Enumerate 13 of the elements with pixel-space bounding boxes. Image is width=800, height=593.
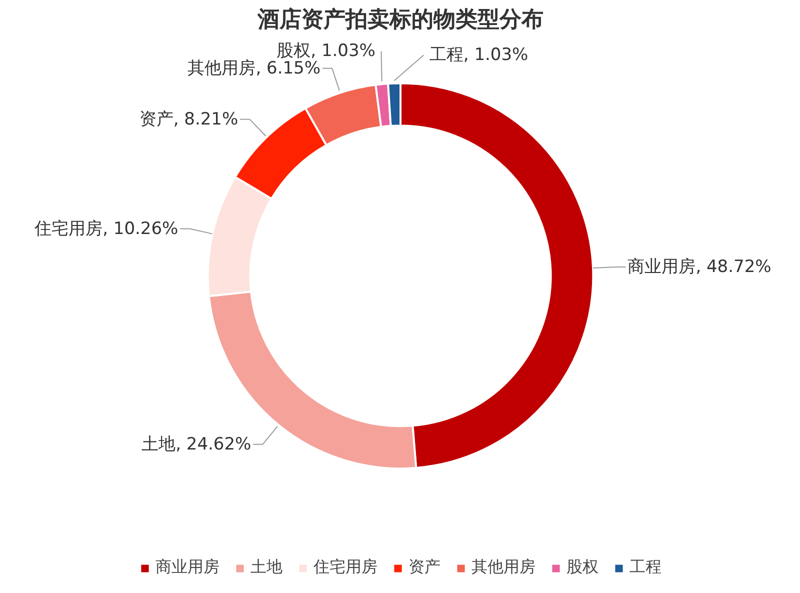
legend-label: 商业用房 [156, 557, 220, 578]
chart-title: 酒店资产拍卖标的物类型分布 [256, 6, 544, 32]
data-label: 资产, 8.21% [139, 109, 238, 130]
legend-label: 住宅用房 [314, 557, 378, 578]
data-label: 工程, 1.03% [429, 45, 528, 66]
legend-label: 土地 [250, 557, 282, 578]
data-label: 土地, 24.62% [142, 434, 252, 454]
legend-label: 资产 [408, 557, 440, 578]
legend-label: 其他用房 [472, 557, 536, 578]
legend-label: 股权 [566, 557, 598, 578]
data-label: 住宅用房, 10.26% [34, 218, 178, 239]
legend-label: 工程 [630, 557, 662, 578]
data-label: 商业用房, 48.72% [628, 257, 772, 278]
